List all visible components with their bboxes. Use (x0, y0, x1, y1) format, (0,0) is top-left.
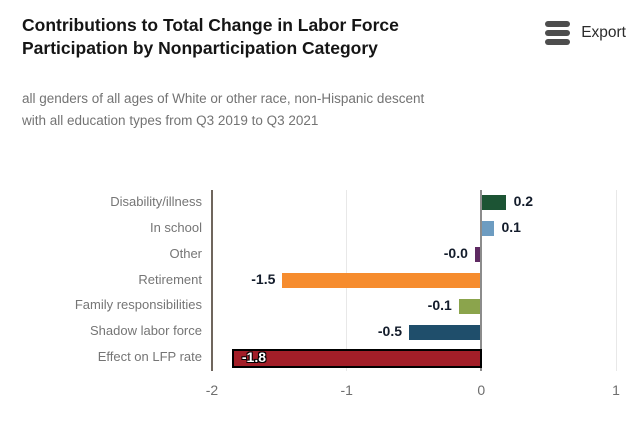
y-axis-line (211, 190, 213, 371)
category-label-disability-illness: Disability/illness (110, 193, 202, 209)
bar-value-label-shadow-labor-force: -0.5 (377, 322, 402, 339)
export-button[interactable]: Export (545, 20, 626, 45)
bar-in-school[interactable] (482, 221, 495, 237)
x-tick-label: -1 (340, 382, 353, 398)
bar-value-label-in-school: 0.1 (501, 219, 521, 236)
hamburger-menu-icon (545, 20, 571, 45)
category-label-family-responsibilities: Family responsibilities (74, 297, 202, 313)
bar-disability-illness[interactable] (482, 195, 507, 211)
export-label: Export (581, 23, 626, 41)
bar-value-label-family-responsibilities: -0.1 (427, 296, 452, 313)
category-label-shadow-labor-force: Shadow labor force (89, 323, 202, 339)
bar-shadow-labor-force[interactable] (409, 324, 481, 340)
bar-other[interactable] (474, 247, 481, 263)
bar-family-responsibilities[interactable] (458, 298, 481, 314)
chart-title: Contributions to Total Change in Labor F… (22, 15, 399, 59)
category-label-other: Other (169, 245, 202, 261)
category-label-effect-on-lfp-rate: Effect on LFP rate (97, 349, 202, 365)
grid-line-1 (615, 190, 617, 371)
bar-value-label-retirement: -1.5 (251, 271, 276, 287)
bar-effect-on-lfp-rate[interactable] (231, 348, 483, 368)
bar-retirement[interactable] (282, 273, 481, 288)
x-tick-label: 0 (477, 382, 486, 398)
zero-axis-line (480, 190, 483, 371)
bar-value-label-effect-on-lfp-rate: -1.8 (241, 349, 267, 366)
chart-subtitle: all genders of all ages of White or othe… (22, 91, 425, 128)
bar-value-label-disability-illness: 0.2 (513, 193, 534, 210)
x-tick-label: 1 (612, 382, 620, 398)
x-tick-label: -2 (205, 382, 219, 398)
category-label-retirement: Retirement (138, 271, 202, 287)
category-label-in-school: In school (149, 219, 202, 235)
bar-value-label-other: -0.0 (443, 245, 468, 262)
